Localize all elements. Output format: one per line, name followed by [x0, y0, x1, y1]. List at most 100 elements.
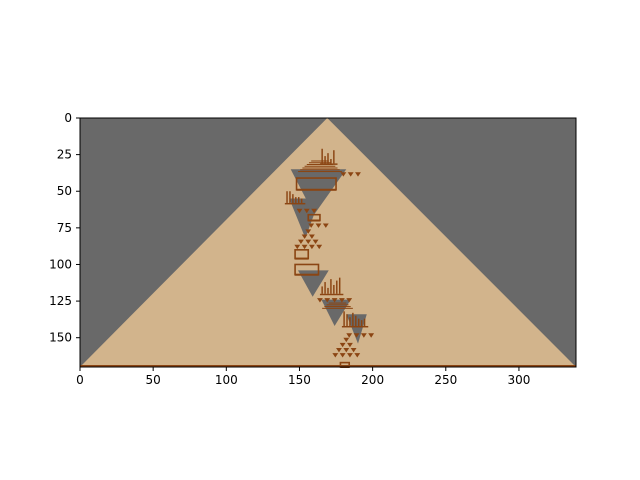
heatmap-active-cells: [315, 223, 322, 228]
heatmap-active-cells: [338, 298, 345, 303]
heatmap-active-cells: [317, 298, 323, 303]
x-axis: 0 50 100 150 200 250 300: [76, 367, 530, 387]
x-tick-label: 150: [288, 373, 311, 387]
heatmap-cell-region: [80, 118, 576, 367]
heatmap-active-cells: [346, 314, 348, 326]
heatmap-active-cells: [339, 353, 346, 358]
heatmap-void-region: [290, 169, 347, 215]
heatmap-active-cells: [306, 163, 334, 166]
x-tick-label: 200: [361, 373, 384, 387]
heatmap-active-cells: [324, 306, 351, 308]
heatmap-active-cells: [300, 198, 303, 203]
heatmap-active-cells: [289, 191, 291, 203]
y-tick-label: 75: [57, 221, 72, 235]
heatmap-active-cells: [354, 353, 361, 358]
heatmap-active-cells: [308, 234, 315, 239]
heatmap-active-cells: [305, 229, 312, 234]
heatmap-active-cells: [355, 172, 361, 177]
heatmap-active-cells: [347, 172, 354, 177]
plot-area: [80, 118, 576, 368]
heatmap-active-cells: [352, 312, 354, 326]
heatmap-active-cells: [327, 287, 329, 294]
heatmap-active-cells: [346, 333, 353, 338]
heatmap-active-cells: [295, 257, 309, 260]
heatmap-active-cells: [324, 282, 326, 294]
heatmap-active-cells: [343, 311, 345, 326]
heatmap-active-cells: [294, 244, 301, 250]
heatmap-active-cells: [338, 277, 341, 294]
heatmap-active-cells: [339, 342, 346, 348]
heatmap-active-cells: [301, 234, 308, 239]
heatmap-active-cells: [333, 284, 335, 294]
heatmap-active-cells: [321, 148, 323, 164]
heatmap-active-cells: [80, 365, 576, 367]
y-tick-label: 25: [57, 148, 72, 162]
heatmap-active-cells: [295, 273, 319, 276]
heatmap-active-cells: [328, 302, 347, 304]
x-tick-label: 300: [507, 373, 530, 387]
heatmap-active-cells: [298, 197, 300, 203]
heatmap-active-cells: [340, 172, 347, 177]
x-tick-label: 50: [146, 373, 161, 387]
heatmap-active-cells: [296, 188, 337, 191]
heatmap-active-cells: [316, 244, 323, 250]
heatmap-active-cells: [330, 279, 332, 294]
heatmap-active-cells: [355, 315, 357, 326]
heatmap-active-cells: [308, 219, 320, 222]
heatmap-active-cells: [324, 298, 331, 303]
heatmap-active-cells: [368, 333, 375, 338]
x-tick-label: 0: [76, 373, 84, 387]
heatmap-active-cells: [347, 353, 353, 358]
heatmap-active-cells: [336, 347, 342, 353]
heatmap-active-cells: [284, 202, 306, 205]
heatmap-active-cells: [295, 197, 297, 203]
heatmap-active-cells: [349, 317, 351, 326]
heatmap-active-cells: [312, 239, 319, 244]
heatmap-active-cells: [298, 239, 304, 244]
heatmap-active-cells: [360, 333, 367, 338]
heatmap-active-cells: [327, 153, 329, 164]
heatmap-active-cells: [331, 298, 338, 303]
heatmap-active-cells: [308, 223, 315, 228]
heatmap-active-cells: [350, 347, 357, 353]
y-tick-label: 0: [64, 111, 72, 125]
axes-frame: [79, 117, 577, 368]
heatmap-active-cells: [330, 159, 332, 164]
heatmap-active-cells: [302, 167, 338, 169]
y-tick-label: 150: [49, 331, 72, 345]
heatmap-active-cells: [353, 333, 360, 338]
heatmap-active-cells: [341, 325, 369, 328]
heatmap-active-cells: [286, 191, 288, 203]
heatmap-active-cells: [292, 194, 294, 203]
heatmap-active-cells: [332, 353, 339, 358]
heatmap-active-cells: [336, 280, 338, 294]
x-tick-label: 250: [434, 373, 457, 387]
heatmap-active-cells: [322, 223, 329, 228]
heatmap-void-region: [298, 270, 329, 297]
y-tick-label: 50: [57, 184, 72, 198]
heatmap-active-cells: [343, 347, 350, 353]
heatmap-active-cells: [304, 165, 336, 167]
heatmap-active-cells: [346, 298, 353, 303]
y-tick-label: 125: [49, 294, 72, 308]
y-axis: 0 25 50 75 100 125 150: [49, 111, 80, 345]
heatmap-active-cells: [296, 208, 303, 214]
heatmap-active-cells: [305, 239, 312, 244]
heatmap-active-cells: [363, 318, 366, 326]
heatmap-active-cells: [347, 342, 353, 348]
heatmap-active-cells: [322, 307, 353, 309]
heatmap-active-cells: [308, 162, 331, 164]
heatmap-active-cells: [326, 304, 349, 306]
heatmap-active-cells: [321, 286, 323, 294]
heatmap-active-cells: [303, 208, 310, 214]
y-tick-label: 100: [49, 257, 72, 271]
heatmap-active-cells: [360, 320, 363, 326]
heatmap-void-region: [289, 198, 320, 239]
heatmap-active-cells: [300, 169, 340, 171]
heatmap-active-cells: [324, 156, 326, 164]
heatmap-active-cells: [333, 150, 335, 164]
heatmap-active-cells: [357, 318, 360, 326]
heatmap-active-cells: [343, 337, 350, 343]
heatmap-active-cells: [311, 208, 318, 214]
